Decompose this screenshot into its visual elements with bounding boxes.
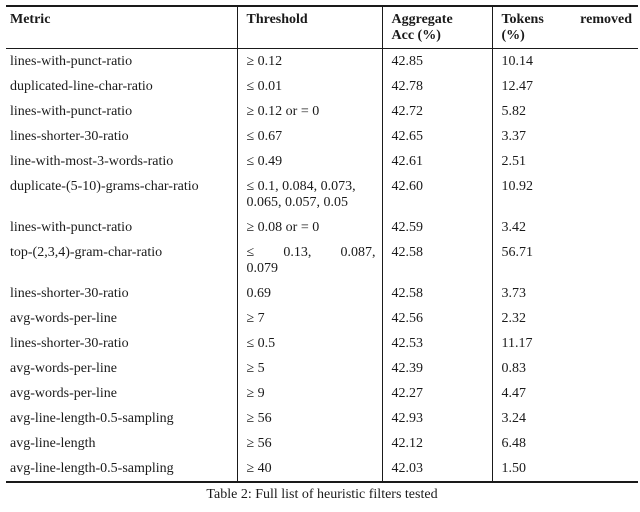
col-header-tokens-removed: Tokens removed (%) <box>491 6 638 49</box>
threshold-cell: ≥ 7 <box>236 306 382 331</box>
acc-cell: 42.27 <box>381 381 492 406</box>
threshold-cell: ≥ 0.08 or = 0 <box>236 215 382 240</box>
threshold-part: 0.13, <box>283 244 312 260</box>
tokens-cell: 1.50 <box>491 456 638 482</box>
metric-cell: avg-words-per-line <box>10 310 118 326</box>
tokens-cell: 10.14 <box>491 48 638 74</box>
acc-header-line1: Aggregate <box>391 11 453 27</box>
tokens-cell: 11.17 <box>491 331 638 356</box>
threshold-line1: ≤0.13, 0.087, <box>247 245 376 261</box>
threshold-cell: ≤ 0.1, 0.084, 0.073, 0.065, 0.057, 0.05 <box>236 174 382 215</box>
threshold-cell: ≥ 5 <box>236 356 382 381</box>
acc-cell: 42.60 <box>381 174 492 215</box>
tokens-header-word2: removed <box>580 11 632 27</box>
acc-cell: 42.78 <box>381 74 492 99</box>
threshold-part: 0.087, <box>340 244 376 260</box>
threshold-cell: ≥ 40 <box>236 456 382 482</box>
acc-cell: 42.58 <box>381 240 492 281</box>
threshold-cell: ≥ 0.12 <box>236 48 382 74</box>
threshold-cell: ≤ 0.5 <box>236 331 382 356</box>
acc-cell: 42.03 <box>381 456 492 482</box>
metric-cell: lines-with-punct-ratio <box>10 219 133 235</box>
metric-cell: line-with-most-3-words-ratio <box>10 153 174 169</box>
threshold-cell: 0.69 <box>236 281 382 306</box>
tokens-cell: 5.82 <box>491 99 638 124</box>
tokens-cell: 12.47 <box>491 74 638 99</box>
table-row: lines-shorter-30-ratio ≤ 0.5 42.53 11.17 <box>6 331 638 356</box>
table-row: avg-words-per-line ≥ 5 42.39 0.83 <box>6 356 638 381</box>
metric-cell: avg-line-length-0.5-sampling <box>10 410 174 426</box>
metric-cell: lines-shorter-30-ratio <box>10 285 129 301</box>
metric-cell: avg-words-per-line <box>10 360 118 376</box>
threshold-cell: ≤0.13, 0.087, 0.079 <box>236 240 382 281</box>
threshold-cell: ≥ 56 <box>236 431 382 456</box>
acc-header-line2: Acc (%) <box>391 27 441 43</box>
table-row: top-(2,3,4)-gram-char-ratio ≤0.13, 0.087,… <box>6 240 638 281</box>
acc-cell: 42.72 <box>381 99 492 124</box>
table-row: line-with-most-3-words-ratio ≤ 0.49 42.6… <box>6 149 638 174</box>
metric-cell: lines-shorter-30-ratio <box>10 335 129 351</box>
table-row: lines-with-punct-ratio ≥ 0.08 or = 0 42.… <box>6 215 638 240</box>
tokens-header-line1: Tokens removed <box>502 12 633 28</box>
threshold-cell: ≤ 0.49 <box>236 149 382 174</box>
tokens-cell: 3.24 <box>491 406 638 431</box>
table-row: lines-shorter-30-ratio ≤ 0.67 42.65 3.37 <box>6 124 638 149</box>
acc-cell: 42.61 <box>381 149 492 174</box>
table-row: lines-with-punct-ratio ≥ 0.12 or = 0 42.… <box>6 99 638 124</box>
tokens-cell: 4.47 <box>491 381 638 406</box>
threshold-line2: 0.079 <box>246 260 279 276</box>
threshold-cell: ≥ 9 <box>236 381 382 406</box>
col-header-threshold: Threshold <box>236 6 382 49</box>
threshold-cell: ≤ 0.67 <box>236 124 382 149</box>
acc-cell: 42.39 <box>381 356 492 381</box>
metric-cell: lines-shorter-30-ratio <box>10 128 129 144</box>
table-row: avg-line-length-0.5-sampling ≥ 40 42.03 … <box>6 456 638 482</box>
acc-cell: 42.56 <box>381 306 492 331</box>
tokens-cell: 56.71 <box>491 240 638 281</box>
tokens-cell: 3.37 <box>491 124 638 149</box>
table-row: lines-shorter-30-ratio 0.69 42.58 3.73 <box>6 281 638 306</box>
col-header-aggregate-acc: Aggregate Acc (%) <box>381 6 492 49</box>
threshold-cell: ≥ 56 <box>236 406 382 431</box>
header-row: Metric Threshold Aggregate Acc (%) Tokens… <box>6 6 638 49</box>
table-caption: Table 2: Full list of heuristic filters … <box>206 487 438 502</box>
table-row: avg-words-per-line ≥ 7 42.56 2.32 <box>6 306 638 331</box>
acc-cell: 42.65 <box>381 124 492 149</box>
metric-cell: avg-line-length-0.5-sampling <box>10 460 174 476</box>
table-row: duplicated-line-char-ratio ≤ 0.01 42.78 … <box>6 74 638 99</box>
metric-cell: avg-line-length <box>10 435 96 451</box>
tokens-cell: 2.32 <box>491 306 638 331</box>
table-row: avg-words-per-line ≥ 9 42.27 4.47 <box>6 381 638 406</box>
tokens-cell: 3.73 <box>491 281 638 306</box>
tokens-header-line2: (%) <box>501 27 525 43</box>
table-row: avg-line-length-0.5-sampling ≥ 56 42.93 … <box>6 406 638 431</box>
tokens-cell: 2.51 <box>491 149 638 174</box>
metric-cell: lines-with-punct-ratio <box>10 103 133 119</box>
tokens-cell: 3.42 <box>491 215 638 240</box>
tokens-header-word1: Tokens <box>501 11 544 27</box>
threshold-cell: ≤ 0.01 <box>236 74 382 99</box>
acc-cell: 42.59 <box>381 215 492 240</box>
acc-cell: 42.53 <box>381 331 492 356</box>
metric-cell: avg-words-per-line <box>10 385 118 401</box>
acc-cell: 42.85 <box>381 48 492 74</box>
tokens-cell: 10.92 <box>491 174 638 215</box>
acc-cell: 42.58 <box>381 281 492 306</box>
metric-cell: lines-with-punct-ratio <box>10 53 133 69</box>
threshold-cell: ≥ 0.12 or = 0 <box>236 99 382 124</box>
table-row: avg-line-length ≥ 56 42.12 6.48 <box>6 431 638 456</box>
threshold-part: ≤ <box>246 244 255 260</box>
tokens-cell: 0.83 <box>491 356 638 381</box>
metric-cell: top-(2,3,4)-gram-char-ratio <box>10 244 163 260</box>
table-row: duplicate-(5-10)-grams-char-ratio ≤ 0.1,… <box>6 174 638 215</box>
metric-cell: duplicate-(5-10)-grams-char-ratio <box>10 178 199 194</box>
tokens-cell: 6.48 <box>491 431 638 456</box>
col-header-metric: Metric <box>10 11 51 27</box>
acc-cell: 42.12 <box>381 431 492 456</box>
acc-cell: 42.93 <box>381 406 492 431</box>
metric-cell: duplicated-line-char-ratio <box>10 78 153 94</box>
table-row: lines-with-punct-ratio ≥ 0.12 42.85 10.1… <box>6 48 638 74</box>
heuristic-filters-table: Metric Threshold Aggregate Acc (%) Tokens… <box>6 5 638 483</box>
